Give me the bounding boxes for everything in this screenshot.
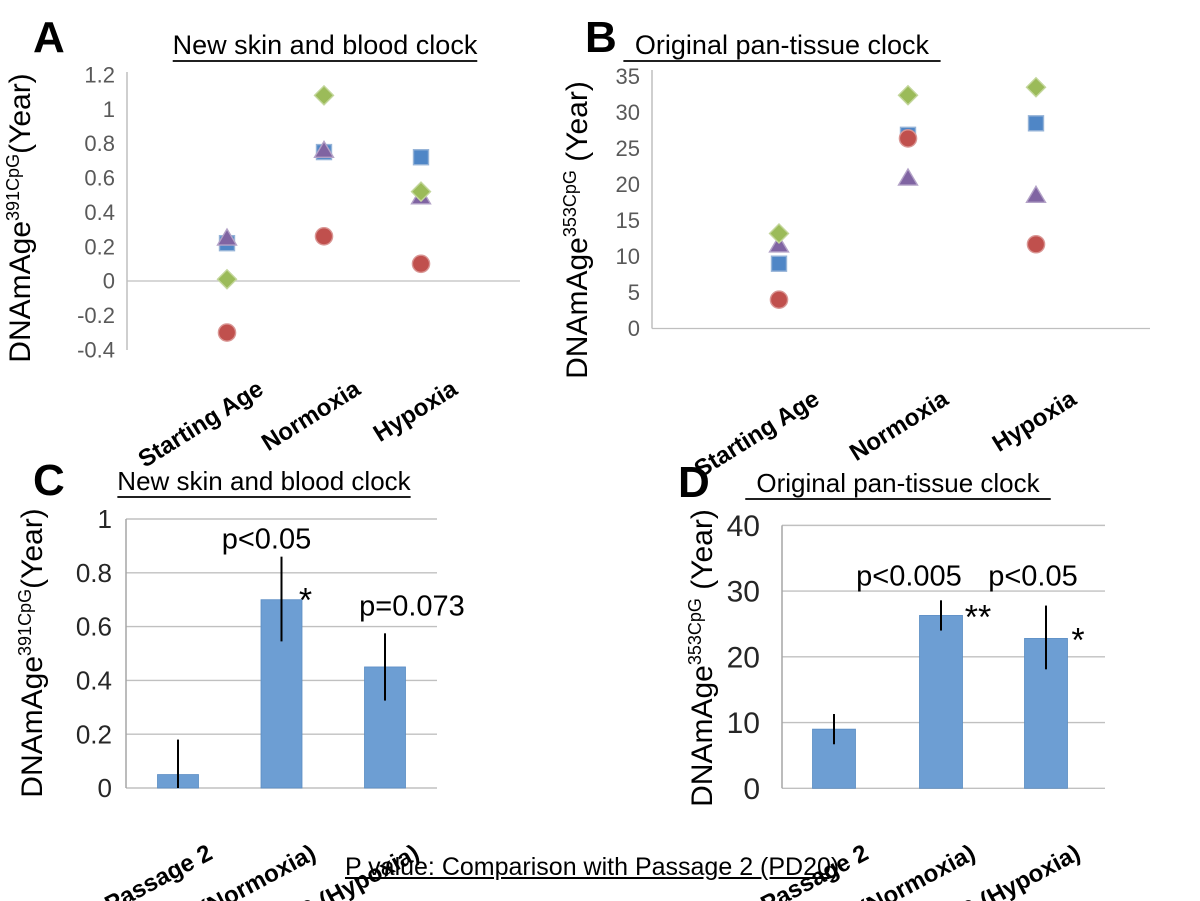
p-value-annotation: p<0.005 [856, 560, 962, 592]
y-tick-D: 20 [727, 641, 760, 674]
panel-label-D: D [678, 458, 710, 507]
red-circle-point [314, 227, 334, 246]
y-tick-A: 0.2 [84, 234, 115, 259]
y-tick-C: 0 [98, 773, 112, 803]
y-tick-B: 15 [616, 208, 640, 233]
blue-square-point [412, 149, 430, 166]
x-category-label-A: Hypoxia [369, 375, 463, 448]
y-tick-B: 30 [616, 100, 640, 125]
y-tick-B: 20 [616, 172, 640, 197]
red-circle-point [769, 290, 789, 310]
panel-label-A: A [33, 13, 65, 62]
y-tick-A: -0.4 [77, 337, 115, 362]
p-value-annotation: p<0.05 [222, 524, 312, 556]
red-circle-point [1026, 234, 1046, 254]
panel-title-C: New skin and blood clock [117, 466, 411, 496]
green-diamond-point [410, 181, 432, 203]
y-tick-B: 10 [616, 244, 640, 269]
y-tick-D: 40 [727, 510, 760, 543]
green-diamond-point [768, 222, 790, 244]
y-tick-B: 25 [616, 136, 640, 161]
y-tick-A: 0.6 [84, 166, 115, 191]
y-tick-C: 0.2 [76, 719, 112, 749]
blue-square-point [1027, 115, 1045, 132]
y-tick-C: 0.8 [76, 558, 112, 588]
green-diamond-point [1025, 76, 1047, 98]
y-tick-A: 0.4 [84, 200, 115, 225]
y-tick-B: 35 [616, 64, 640, 89]
y-axis-label-D: DNAmAge353CpG (Year) [685, 509, 719, 807]
significance-star: * [299, 582, 312, 620]
panel-title-D: Original pan-tissue clock [756, 468, 1040, 498]
x-category-label-A: Normoxia [257, 375, 366, 457]
y-tick-A: 0.8 [84, 131, 115, 156]
green-diamond-point [313, 84, 335, 106]
p-value-annotation: p<0.05 [988, 561, 1078, 593]
panel-title-A: New skin and blood clock [173, 30, 478, 60]
bar-D-1 [919, 615, 963, 789]
x-category-label-B: Normoxia [845, 385, 954, 467]
y-tick-D: 10 [727, 707, 760, 740]
y-axis-label-A: DNAmAge391CpG(Year) [3, 73, 37, 362]
y-tick-D: 0 [743, 773, 760, 806]
red-circle-point [411, 254, 431, 274]
p-value-note: P value: Comparison with Passage 2 (PD20… [345, 853, 840, 881]
y-axis-label-C: DNAmAge391CpG(Year) [15, 508, 49, 797]
y-tick-A: -0.2 [77, 303, 115, 328]
x-category-label-A: Starting Age [134, 375, 269, 473]
panel-label-B: B [585, 13, 617, 62]
purple-triangle-point [216, 227, 238, 246]
y-tick-A: 1 [103, 97, 115, 122]
purple-triangle-point [897, 167, 919, 186]
green-diamond-point [897, 84, 919, 106]
y-tick-C: 0.6 [76, 612, 112, 642]
p-value-annotation: p=0.073 [359, 590, 465, 622]
x-category-label-C: Passage 2 [100, 839, 216, 901]
green-diamond-point [216, 268, 238, 290]
y-tick-A: 0 [103, 269, 115, 294]
significance-star: ** [965, 598, 991, 636]
red-circle-point [217, 323, 237, 342]
y-tick-C: 1 [98, 504, 112, 534]
y-axis-label-B: DNAmAge353CpG (Year) [560, 81, 594, 379]
blue-square-point [770, 255, 788, 272]
panel-title-B: Original pan-tissue clock [635, 30, 930, 60]
purple-triangle-point [1025, 184, 1047, 204]
red-circle-point [898, 129, 918, 148]
y-tick-B: 5 [628, 280, 640, 305]
significance-star: * [1071, 621, 1084, 659]
purple-triangle-point [768, 234, 790, 253]
y-tick-B: 0 [628, 316, 640, 341]
panel-label-C: C [33, 456, 65, 505]
y-tick-C: 0.4 [76, 666, 112, 696]
y-tick-D: 30 [727, 576, 760, 609]
purple-triangle-point [313, 139, 335, 159]
x-category-label-B: Hypoxia [988, 385, 1082, 458]
y-tick-A: 1.2 [84, 62, 115, 87]
